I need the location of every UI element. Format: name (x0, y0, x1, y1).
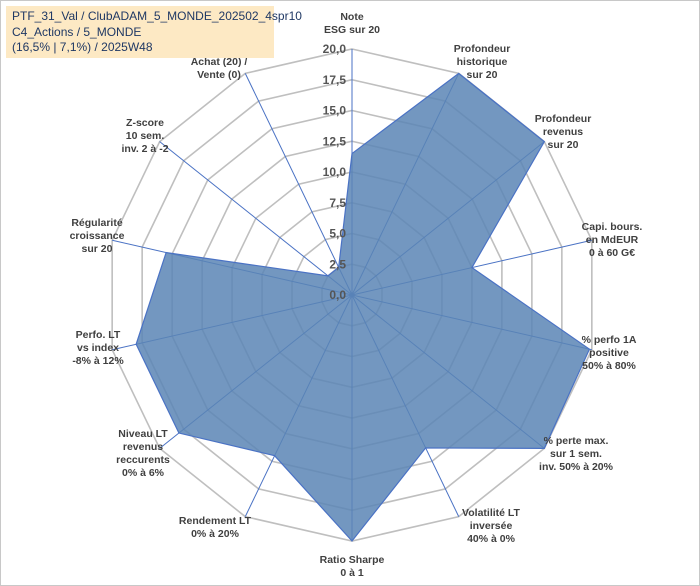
tick-label: 20,0 (323, 42, 347, 56)
title-line-1: PTF_31_Val / ClubADAM_5_MONDE_202502_4sp… (12, 9, 302, 23)
axis-label: Ratio Sharpe 0 à 1 (320, 554, 385, 579)
tick-label: 15,0 (323, 104, 347, 118)
axis-label: Perfo. LT vs index -8% à 12% (72, 329, 124, 367)
axis-label: % perte max. sur 1 sem. inv. 50% à 20% (539, 435, 614, 473)
spoke-line (159, 141, 353, 296)
series-area (135, 72, 591, 542)
tick-label: 5,0 (329, 227, 346, 241)
tick-label: 7,5 (329, 196, 346, 210)
axis-label: Capi. bours. en MdEUR 0 à 60 G€ (582, 221, 643, 259)
axis-label: Profondeur historique sur 20 (454, 43, 511, 81)
title-line-2: C4_Actions / 5_MONDE (12, 24, 142, 39)
tick-label: 2,5 (329, 257, 346, 271)
axis-label: Volatilité LT inversée 40% à 0% (462, 507, 521, 545)
axis-label: Note ESG sur 20 (324, 11, 380, 36)
tick-label: 10,0 (323, 165, 347, 179)
axis-label: % perfo 1A positive 50% à 80% (582, 334, 637, 372)
spoke-line (244, 73, 353, 296)
tick-label: 0,0 (329, 288, 346, 302)
tick-label: 12,5 (323, 134, 347, 148)
chart-title-box: PTF_31_Val / ClubADAM_5_MONDE_202502_4sp… (6, 6, 302, 58)
axis-label: Régularité croissance sur 20 (70, 217, 125, 255)
axis-label: Z-score 10 sem. inv. 2 à -2 (121, 117, 168, 155)
tick-label: 17,5 (323, 73, 347, 87)
axis-label: Rendement LT 0% à 20% (179, 515, 252, 540)
axis-labels: Note ESG sur 20 Profondeur historique sur 20… (70, 11, 643, 579)
axis-label: Niveau LT revenus reccurents 0% à 6% (116, 428, 170, 479)
radial-tick-labels: 0,0 2,5 5,0 7,5 10,0 12,5 15,0 17,5 20,0 (323, 42, 347, 302)
title-line-3: (16,5% | 7,1%) / 2025W48 (12, 40, 153, 54)
axis-label: Profondeur revenus sur 20 (535, 113, 592, 151)
